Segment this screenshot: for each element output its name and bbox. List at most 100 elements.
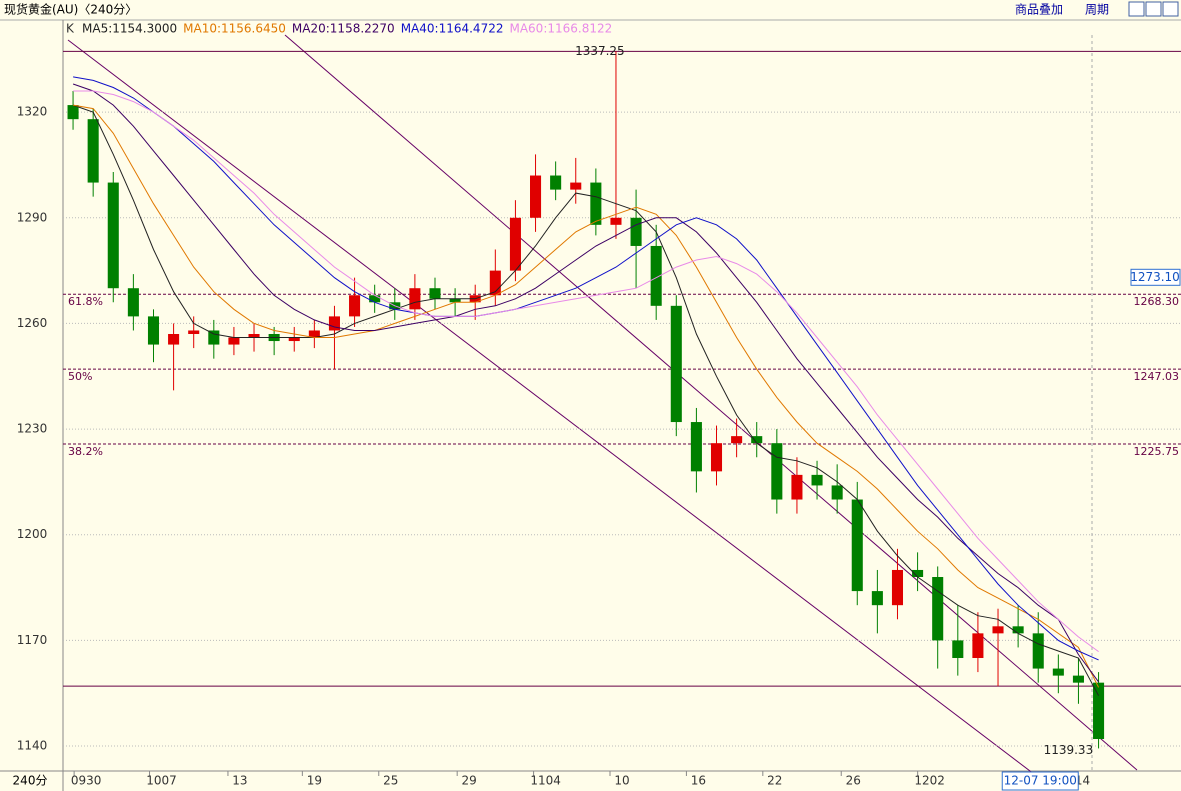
candle-body <box>188 330 200 335</box>
period-button[interactable]: 周期 <box>1085 3 1109 17</box>
candle-body <box>87 119 99 183</box>
fib-value: 1225.75 <box>1134 445 1180 458</box>
header-bar <box>0 0 1181 20</box>
period-label: 240分 <box>13 774 48 788</box>
candle-body <box>791 474 803 500</box>
candle-body <box>972 633 984 659</box>
ma-line <box>73 90 1099 653</box>
ma-line <box>72 83 1100 683</box>
candle-body <box>952 640 964 659</box>
x-tick-label: 1202 <box>914 774 945 788</box>
candle-body <box>831 485 843 500</box>
candle-body <box>228 337 240 345</box>
candle-body <box>871 591 883 606</box>
fib-value: 1247.03 <box>1134 370 1180 383</box>
fib-label: 50% <box>68 370 92 383</box>
price-marker-box <box>1130 268 1181 286</box>
ma-line <box>72 104 1100 696</box>
y-tick-label: 1230 <box>17 422 48 436</box>
candle-body <box>992 626 1004 634</box>
annotation: 1139.33 <box>1044 743 1094 757</box>
candle-body <box>530 175 542 218</box>
y-tick-label: 1290 <box>17 210 48 224</box>
x-tick-label: 1104 <box>530 774 561 788</box>
candle-body <box>751 436 763 444</box>
y-tick-label: 1200 <box>17 527 48 541</box>
candle-body <box>1072 675 1084 683</box>
candle-body <box>1032 633 1044 669</box>
x-tick-label: 16 <box>691 774 706 788</box>
candle-body <box>932 577 944 641</box>
fib-value: 1268.30 <box>1134 295 1180 308</box>
crosshair-box <box>1001 771 1079 791</box>
legend-entry: MA5:1154.3000 <box>82 22 177 36</box>
candle-body <box>107 182 119 289</box>
trend-line <box>67 39 1056 791</box>
candle-body <box>570 182 582 190</box>
legend-entry: MA20:1158.2270 <box>292 22 395 36</box>
legend-entry: MA60:1166.8122 <box>509 22 612 36</box>
candle-body <box>590 182 602 225</box>
y-tick-label: 1140 <box>17 739 48 753</box>
candle-body <box>670 305 682 423</box>
x-tick-label: 13 <box>232 774 247 788</box>
candle-body <box>690 422 702 472</box>
candle-body <box>1052 668 1064 676</box>
candle-body <box>509 217 521 271</box>
x-tick-label: 0930 <box>71 774 102 788</box>
x-tick-label: 26 <box>846 774 861 788</box>
k-label: K <box>66 22 75 36</box>
x-tick-label: 19 <box>307 774 322 788</box>
y-tick-label: 1170 <box>17 633 48 647</box>
candle-body <box>1012 626 1024 634</box>
x-tick-label: 1007 <box>146 774 177 788</box>
ma-line <box>73 76 1099 661</box>
candle-body <box>630 217 642 246</box>
price-marker-label: 1273.10 <box>1130 270 1180 284</box>
candle-body <box>912 569 924 578</box>
fib-label: 61.8% <box>68 295 103 308</box>
candle-body <box>147 316 160 345</box>
candle-body <box>731 436 743 444</box>
candle-body <box>127 288 139 317</box>
candle-body <box>489 270 501 296</box>
y-tick-label: 1320 <box>17 105 48 119</box>
candle-body <box>771 443 783 500</box>
candle-body <box>650 245 662 306</box>
x-tick-label: 29 <box>462 774 477 788</box>
candle-body <box>1093 682 1105 740</box>
nav-buttons[interactable] <box>1128 1 1179 17</box>
x-tick-label: 25 <box>383 774 398 788</box>
candle-body <box>610 217 622 225</box>
candle-body <box>67 105 79 120</box>
legend-entry: MA40:1164.4722 <box>401 22 504 36</box>
fib-label: 38.2% <box>68 445 103 458</box>
candle-body <box>288 337 300 342</box>
x-tick-label: 10 <box>614 774 629 788</box>
candle-body <box>409 288 421 310</box>
ma-line <box>73 104 1100 688</box>
candle-body <box>369 295 381 303</box>
candle-body <box>550 175 562 190</box>
overlay-button[interactable]: 商品叠加 <box>1015 2 1063 17</box>
candle-body <box>449 298 461 303</box>
trend-line <box>284 34 1138 771</box>
candle-body <box>208 330 220 345</box>
candle-body <box>710 443 723 472</box>
candle-body <box>851 499 863 592</box>
candle-body <box>168 334 180 345</box>
title: 现货黄金(AU)〈240分〉 <box>4 2 137 17</box>
annotation: 1337.25 <box>575 44 625 58</box>
y-tick-label: 1260 <box>17 316 48 330</box>
candle-body <box>891 569 904 606</box>
crosshair-label: 12-07 19:00 <box>1004 774 1077 788</box>
candle-body <box>308 330 320 338</box>
candle-body <box>349 295 361 317</box>
candle-body <box>248 334 260 338</box>
x-tick-label: 22 <box>767 774 782 788</box>
candle-body <box>811 474 823 486</box>
candle-body <box>429 288 441 299</box>
candle-body <box>328 316 340 331</box>
legend-entry: MA10:1156.6450 <box>183 22 286 36</box>
